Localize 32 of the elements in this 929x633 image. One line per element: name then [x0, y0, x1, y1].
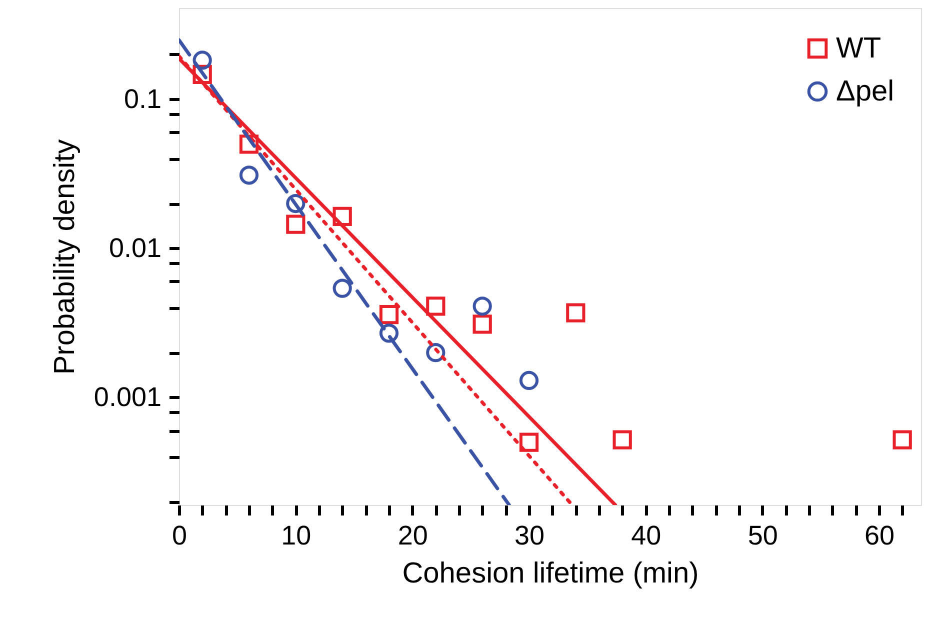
x-tick-label: 20	[398, 520, 428, 550]
point	[472, 296, 492, 316]
x-tick-label: 60	[864, 520, 895, 550]
point	[426, 343, 446, 362]
y-tick-label: 0.1	[124, 84, 162, 114]
point	[332, 278, 352, 298]
point	[379, 324, 399, 343]
point	[612, 430, 632, 450]
point	[892, 430, 912, 450]
y-tick-label: 0.001	[94, 382, 162, 412]
x-tick-label: 40	[631, 520, 662, 550]
legend-label: Δpel	[836, 76, 894, 108]
point	[239, 166, 259, 185]
x-axis-title: Cohesion lifetime (min)	[402, 558, 699, 590]
point	[519, 432, 539, 452]
x-tick-label: 10	[281, 520, 312, 550]
x-tick-label: 30	[514, 520, 545, 550]
point	[286, 214, 306, 234]
point	[286, 194, 306, 214]
y-axis-title: Probability density	[48, 138, 81, 375]
x-tick-label: 50	[748, 520, 778, 550]
point	[379, 304, 399, 324]
point	[239, 134, 259, 154]
x-tick-label: 0	[172, 520, 188, 550]
point	[566, 303, 586, 322]
point	[519, 370, 539, 390]
point	[426, 296, 446, 316]
legend-label: WT	[836, 32, 882, 64]
point	[472, 314, 492, 334]
point	[332, 206, 352, 226]
y-tick-label: 0.01	[108, 232, 162, 263]
point	[192, 50, 212, 70]
